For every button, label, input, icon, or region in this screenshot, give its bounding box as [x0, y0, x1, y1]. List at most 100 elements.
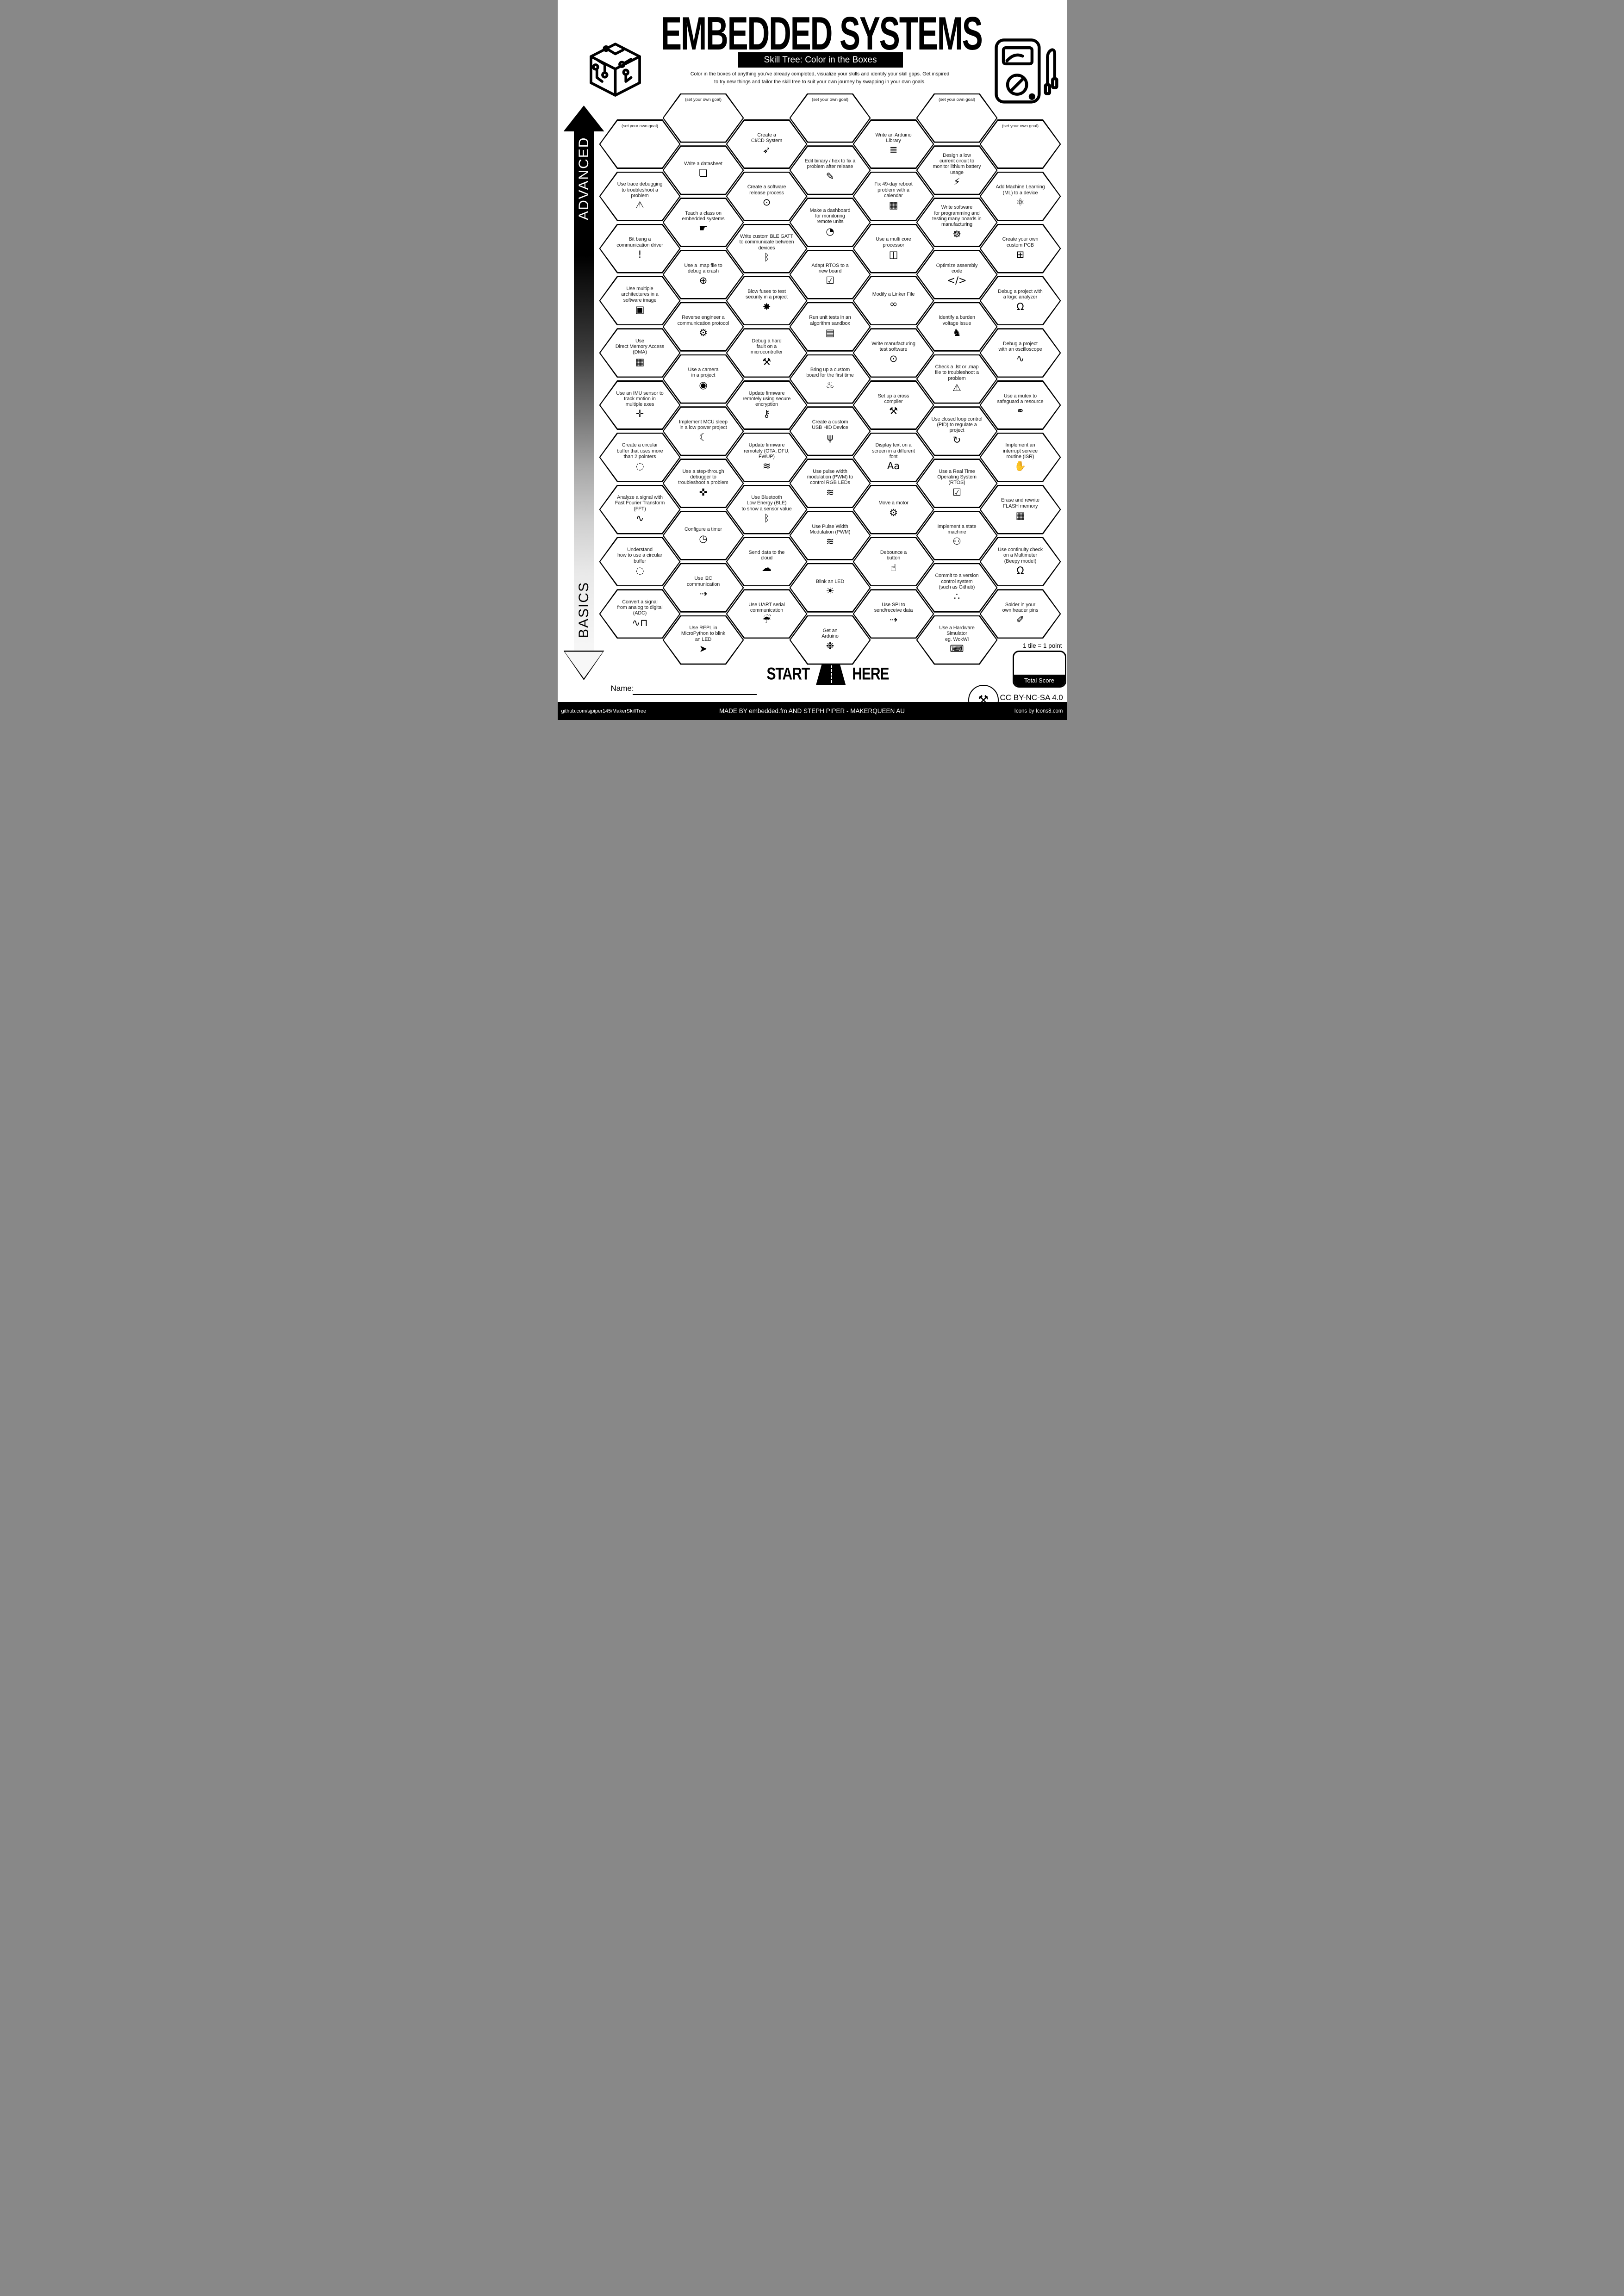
- stopwatch-icon: ◷: [699, 533, 708, 545]
- skill-tile[interactable]: Write software for programming and testi…: [916, 198, 998, 248]
- skill-tile[interactable]: Send data to the cloud ☁: [726, 537, 808, 587]
- skill-tile[interactable]: Fix 49-day reboot problem with a calenda…: [852, 171, 934, 221]
- skill-tile[interactable]: Use REPL in MicroPython to blink an LED ➤: [662, 615, 744, 665]
- skill-tile[interactable]: Blink an LED ☀: [789, 563, 871, 613]
- goal-tile[interactable]: (set your own goal): [599, 119, 681, 169]
- skill-label: Debounce a button: [880, 550, 907, 561]
- skill-tile[interactable]: Create your own custom PCB ⊞: [979, 223, 1061, 273]
- skill-tile[interactable]: Use pulse width modulation (PWM) to cont…: [789, 459, 871, 509]
- multimeter-icon: Ω: [1016, 301, 1024, 312]
- skill-tile[interactable]: Adapt RTOS to a new board ☑: [789, 249, 871, 299]
- skill-tile[interactable]: Blow fuses to test security in a project…: [726, 276, 808, 326]
- led-icon: ☀: [826, 585, 834, 596]
- skill-label: (set your own goal): [812, 97, 848, 103]
- skill-tile[interactable]: Design a low current circuit to monitor …: [916, 145, 998, 195]
- skill-tile[interactable]: Use trace debugging to troubleshoot a pr…: [599, 171, 681, 221]
- skill-tile[interactable]: Teach a class on embedded systems ☛: [662, 198, 744, 248]
- skill-label: Use a camera in a project: [688, 367, 719, 379]
- ml-head-icon: ⚛: [1016, 197, 1025, 208]
- goal-tile[interactable]: (set your own goal): [916, 93, 998, 143]
- skill-tile[interactable]: Implement MCU sleep in a low power proje…: [662, 406, 744, 456]
- advanced-label: ADVANCED: [576, 137, 591, 220]
- skill-tile[interactable]: Use I2C communication ⇢: [662, 563, 744, 613]
- skill-tile[interactable]: Update firmware remotely (OTA, DFU, FWUP…: [726, 432, 808, 482]
- skill-tile[interactable]: Use a step-through debugger to troublesh…: [662, 459, 744, 509]
- poster-page: EMBEDDED SYSTEMS Skill Tree: Color in th…: [557, 0, 1067, 720]
- skill-label: Implement MCU sleep in a low power proje…: [679, 419, 728, 431]
- skill-tile[interactable]: Use a multi core processor ◫: [852, 223, 934, 273]
- skill-tile[interactable]: Move a motor ⚙: [852, 484, 934, 534]
- skill-tile[interactable]: Display text on a screen in a different …: [852, 432, 934, 482]
- skill-tile[interactable]: Debug a project with a logic analyzer Ω: [979, 276, 1061, 326]
- skill-label: Get an Arduino: [821, 628, 839, 639]
- skill-tile[interactable]: Identify a burden voltage issue ♞: [916, 302, 998, 352]
- skill-tile[interactable]: Create a custom USB HID Device ψ: [789, 406, 871, 456]
- skill-tile[interactable]: Check a .lst or .map file to troubleshoo…: [916, 354, 998, 404]
- skill-tile[interactable]: Bit bang a communication driver!: [599, 223, 681, 273]
- skill-tile[interactable]: Set up a cross compiler ⚒: [852, 380, 934, 430]
- skill-tile[interactable]: Run unit tests in an algorithm sandbox ▤: [789, 302, 871, 352]
- skill-tile[interactable]: Use a Real Time Operating System (RTOS) ☑: [916, 459, 998, 509]
- birthday-cake-icon: ♨: [826, 379, 834, 391]
- name-input-line[interactable]: [632, 694, 757, 695]
- skill-tile[interactable]: Convert a signal from analog to digital …: [599, 589, 681, 639]
- skill-tile[interactable]: Add Machine Learning (ML) to a device ⚛: [979, 171, 1061, 221]
- skill-tile[interactable]: Reverse engineer a communication protoco…: [662, 302, 744, 352]
- skill-tile[interactable]: Write an Arduino Library ≣: [852, 119, 934, 169]
- skill-label: Commit to a version control system (such…: [935, 573, 979, 590]
- skill-tile[interactable]: Create a CI/CD System ➶: [726, 119, 808, 169]
- skill-tile[interactable]: Create a software release process ⊙: [726, 171, 808, 221]
- score-entry-area[interactable]: [1014, 652, 1065, 675]
- skill-tile[interactable]: Use closed loop control (PID) to regulat…: [916, 406, 998, 456]
- skill-tile[interactable]: Use multiple architectures in a software…: [599, 276, 681, 326]
- goal-tile[interactable]: (set your own goal): [789, 93, 871, 143]
- skill-tile[interactable]: Debug a hard fault on a microcontroller ⚒: [726, 328, 808, 378]
- skill-tile[interactable]: Use continuity check on a Multimeter (Be…: [979, 537, 1061, 587]
- skill-tile[interactable]: Create a circular buffer that uses more …: [599, 432, 681, 482]
- skill-tile[interactable]: Debug a project with an oscilloscope ∿: [979, 328, 1061, 378]
- skill-label: Use an IMU sensor to track motion in mul…: [616, 390, 664, 408]
- skill-tile[interactable]: Write manufacturing test software ⊙: [852, 328, 934, 378]
- skill-tile[interactable]: Understand how to use a circular buffer ◌: [599, 537, 681, 587]
- skill-tile[interactable]: Implement an interrupt service routine (…: [979, 432, 1061, 482]
- skill-tile[interactable]: Use UART serial communication ☔: [726, 589, 808, 639]
- skill-label: Run unit tests in an algorithm sandbox: [809, 315, 851, 326]
- skill-tile[interactable]: Use Bluetooth Low Energy (BLE) to show a…: [726, 484, 808, 534]
- skill-tile[interactable]: Implement a state machine ⚇: [916, 510, 998, 560]
- skill-tile[interactable]: Write a datasheet ❏: [662, 145, 744, 195]
- skill-tile[interactable]: Update firmware remotely using secure en…: [726, 380, 808, 430]
- arrow-down-icon: [563, 651, 604, 680]
- skill-tile[interactable]: Use an IMU sensor to track motion in mul…: [599, 380, 681, 430]
- skill-tile[interactable]: Optimize assembly code </>: [916, 249, 998, 299]
- skill-tile[interactable]: Make a dashboard for monitoring remote u…: [789, 198, 871, 248]
- release-box-icon: ⊙: [889, 353, 898, 365]
- skill-label: (set your own goal): [622, 123, 658, 129]
- goal-tile[interactable]: (set your own goal): [662, 93, 744, 143]
- skill-tile[interactable]: Configure a timer ◷: [662, 510, 744, 560]
- skill-tile[interactable]: Write custom BLE GATT to communicate bet…: [726, 223, 808, 273]
- skill-tile[interactable]: Edit binary / hex to fix a problem after…: [789, 145, 871, 195]
- goal-tile[interactable]: (set your own goal): [979, 119, 1061, 169]
- skill-tile[interactable]: Use a .map file to debug a crash ⊕: [662, 249, 744, 299]
- skill-tile[interactable]: Get an Arduino ❉: [789, 615, 871, 665]
- skill-tile[interactable]: Analyze a signal with Fast Fourier Trans…: [599, 484, 681, 534]
- skill-tile[interactable]: Modify a Linker File ∞: [852, 276, 934, 326]
- skill-label: Optimize assembly code: [936, 262, 978, 274]
- skill-tile[interactable]: Solder in your own header pins ✐: [979, 589, 1061, 639]
- total-score-box[interactable]: Total Score: [1012, 651, 1066, 688]
- finger-press-icon: ☝: [890, 562, 896, 573]
- skill-label: Solder in your own header pins: [1002, 602, 1039, 614]
- skill-tile[interactable]: Use Pulse Width Modulation (PWM) ≋: [789, 510, 871, 560]
- skill-label: Modify a Linker File: [872, 292, 915, 298]
- skill-tile[interactable]: Use Direct Memory Access (DMA) ▦: [599, 328, 681, 378]
- skill-tile[interactable]: Use a camera in a project ◉: [662, 354, 744, 404]
- skill-tile[interactable]: Bring up a custom board for the first ti…: [789, 354, 871, 404]
- skill-tile[interactable]: Erase and rewrite FLASH memory ▦: [979, 484, 1061, 534]
- skill-tile[interactable]: Use a mutex to safeguard a resource ⚭: [979, 380, 1061, 430]
- skill-tile[interactable]: Use SPI to send/receive data ⇢: [852, 589, 934, 639]
- skill-tile[interactable]: Use a Hardware Simulator eg. WokWi ⌨: [916, 615, 998, 665]
- skill-tile[interactable]: Commit to a version control system (such…: [916, 563, 998, 613]
- skill-label: Adapt RTOS to a new board: [811, 262, 849, 274]
- skill-tile[interactable]: Debounce a button ☝: [852, 537, 934, 587]
- skill-label: Create a CI/CD System: [751, 132, 783, 143]
